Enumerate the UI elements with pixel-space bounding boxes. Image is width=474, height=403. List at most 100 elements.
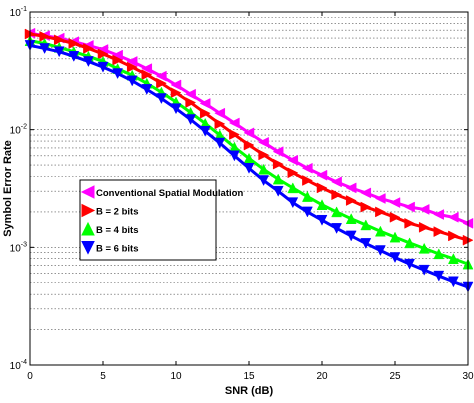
x-tick-label: 25 xyxy=(389,371,401,382)
data-point xyxy=(170,87,182,99)
data-point xyxy=(53,46,65,58)
legend-marker xyxy=(81,203,96,218)
data-point xyxy=(214,137,226,149)
data-point xyxy=(112,54,124,66)
data-point xyxy=(404,217,416,229)
data-point xyxy=(155,70,167,82)
series-group xyxy=(24,27,474,293)
y-tick-base: 10 xyxy=(10,126,22,137)
data-point xyxy=(229,129,240,140)
data-point xyxy=(374,193,386,204)
data-point xyxy=(185,97,197,108)
data-point xyxy=(272,185,284,197)
legend-label: Conventional Spatial Modulation xyxy=(96,188,243,199)
data-point xyxy=(199,98,211,109)
data-point xyxy=(141,69,153,81)
y-tick-exponent: -4 xyxy=(21,359,27,366)
data-point xyxy=(156,77,167,89)
y-tick-exponent: -3 xyxy=(21,241,27,248)
data-point xyxy=(214,107,226,119)
data-point xyxy=(214,118,226,130)
x-tick-label: 20 xyxy=(316,371,328,382)
data-point xyxy=(287,167,299,179)
data-point xyxy=(272,158,284,170)
data-point xyxy=(258,136,269,148)
legend: Conventional Spatial Modulation B = 2 bit… xyxy=(79,179,243,261)
series-4 xyxy=(24,40,474,293)
data-point xyxy=(374,245,386,257)
data-point xyxy=(433,248,445,260)
data-point xyxy=(331,223,343,234)
data-point xyxy=(404,258,416,270)
data-point xyxy=(126,61,138,73)
data-point xyxy=(301,162,313,174)
legend-marker xyxy=(81,241,95,255)
y-tick-label: 10-4 xyxy=(10,359,27,372)
data-point xyxy=(447,276,459,288)
legend-label: B = 2 bits xyxy=(96,207,139,218)
data-point xyxy=(360,238,372,249)
data-point xyxy=(316,169,328,181)
data-point xyxy=(258,149,270,161)
legend-marker xyxy=(81,221,95,236)
data-point xyxy=(447,253,459,264)
data-point xyxy=(287,154,299,166)
y-tick-label: 10-3 xyxy=(10,241,27,254)
data-point xyxy=(243,163,255,174)
data-point xyxy=(360,201,372,213)
x-tick-label: 30 xyxy=(462,371,474,382)
data-point xyxy=(345,230,357,242)
data-point xyxy=(68,38,80,49)
data-point xyxy=(243,127,255,139)
data-point xyxy=(185,114,197,126)
data-point xyxy=(345,182,357,194)
data-point xyxy=(39,43,51,55)
x-tick-label: 5 xyxy=(100,371,106,382)
data-point xyxy=(228,117,240,129)
data-point xyxy=(433,209,445,220)
data-point xyxy=(404,237,416,249)
legend-label: B = 6 bits xyxy=(96,244,139,255)
data-point xyxy=(331,176,342,188)
y-tick-base: 10 xyxy=(10,243,22,254)
data-point xyxy=(287,197,299,209)
data-point xyxy=(155,93,167,105)
data-point xyxy=(126,75,138,87)
data-point xyxy=(287,182,299,194)
series-2 xyxy=(24,28,474,246)
y-tick-exponent: -1 xyxy=(21,6,27,13)
legend-marker xyxy=(80,185,95,199)
y-tick-label: 10-1 xyxy=(10,6,27,19)
y-tick-label: 10-2 xyxy=(10,124,27,137)
data-point xyxy=(82,56,94,68)
data-point xyxy=(360,187,372,199)
data-point xyxy=(199,125,211,137)
data-point xyxy=(418,204,430,215)
data-point xyxy=(447,211,459,223)
data-point xyxy=(141,84,153,95)
data-point xyxy=(389,197,401,208)
data-point xyxy=(345,213,357,224)
legend-box xyxy=(79,179,217,261)
data-point xyxy=(301,206,313,218)
data-point xyxy=(316,214,328,226)
data-point xyxy=(404,201,415,213)
y-tick-base: 10 xyxy=(10,8,22,19)
data-point xyxy=(374,225,386,237)
data-point xyxy=(97,61,109,73)
data-point xyxy=(170,103,182,115)
data-point xyxy=(258,175,270,187)
data-point xyxy=(316,199,328,211)
data-point xyxy=(141,63,153,75)
x-tick-label: 0 xyxy=(27,371,33,382)
data-point xyxy=(243,139,255,151)
data-point xyxy=(112,68,124,80)
data-point xyxy=(272,173,284,185)
data-point xyxy=(433,270,445,282)
data-point xyxy=(448,230,459,242)
y-axis-label: Symbol Error Rate xyxy=(2,140,14,237)
data-point xyxy=(301,191,313,202)
data-point xyxy=(272,146,284,158)
data-point xyxy=(228,150,240,162)
